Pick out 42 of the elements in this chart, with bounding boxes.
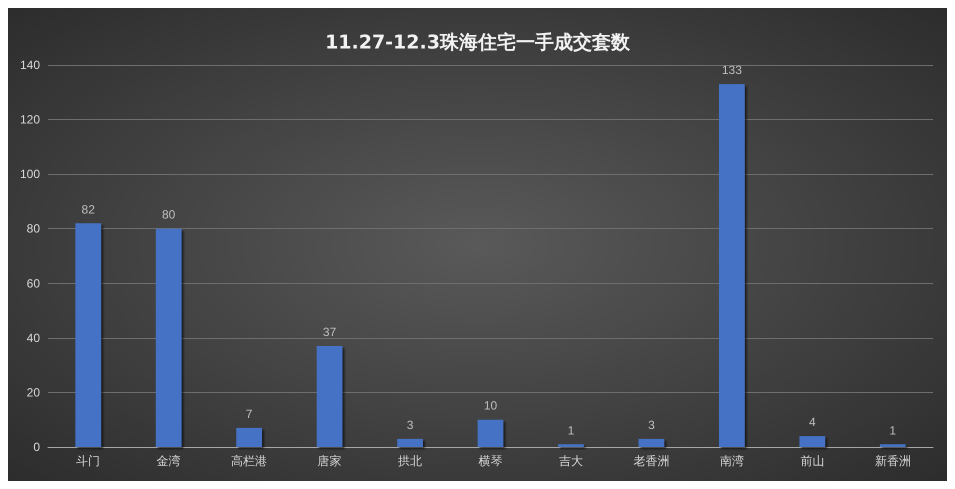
data-label: 80 [162, 208, 176, 222]
data-label: 133 [722, 63, 742, 78]
x-tick-label: 横琴 [478, 454, 502, 468]
bar [880, 444, 906, 447]
data-label: 3 [406, 418, 414, 432]
data-label: 4 [808, 415, 816, 430]
y-tick-label: 40 [26, 330, 40, 345]
bar [718, 84, 745, 447]
x-tick-label: 前山 [800, 454, 824, 468]
bar [236, 428, 262, 447]
y-tick-label: 140 [20, 58, 40, 72]
chart-title: 11.27-12.3珠海住宅一手成交套数 [325, 32, 631, 54]
x-tick-label: 新香洲 [874, 454, 911, 468]
data-label: 1 [568, 423, 575, 438]
data-label: 1 [889, 423, 896, 438]
data-label: 7 [246, 406, 253, 421]
x-tick-label: 吉大 [558, 454, 583, 468]
x-tick-label: 唐家 [318, 454, 342, 468]
data-label: 3 [648, 418, 656, 432]
y-tick-label: 120 [20, 112, 40, 127]
y-tick-label: 80 [26, 222, 40, 236]
bar [558, 444, 584, 447]
x-tick-label: 老香洲 [633, 454, 670, 468]
data-label: 37 [322, 325, 337, 340]
x-tick-label: 拱北 [398, 454, 422, 468]
bar [638, 438, 664, 447]
x-tick-label: 斗门 [76, 454, 100, 468]
y-tick-label: 60 [26, 276, 40, 290]
x-tick-label: 南湾 [720, 454, 744, 468]
bar [799, 436, 826, 447]
y-tick-label: 0 [33, 440, 40, 454]
data-label: 10 [484, 398, 498, 413]
x-tick-label: 高栏港 [231, 454, 268, 468]
y-tick-label: 100 [20, 167, 40, 182]
data-label: 82 [82, 202, 96, 216]
x-tick-label: 金湾 [156, 454, 181, 468]
bar [478, 420, 504, 447]
bar [156, 228, 182, 447]
bar [397, 438, 423, 447]
bar [316, 346, 342, 447]
bar [75, 223, 102, 447]
y-tick-label: 20 [26, 385, 40, 400]
